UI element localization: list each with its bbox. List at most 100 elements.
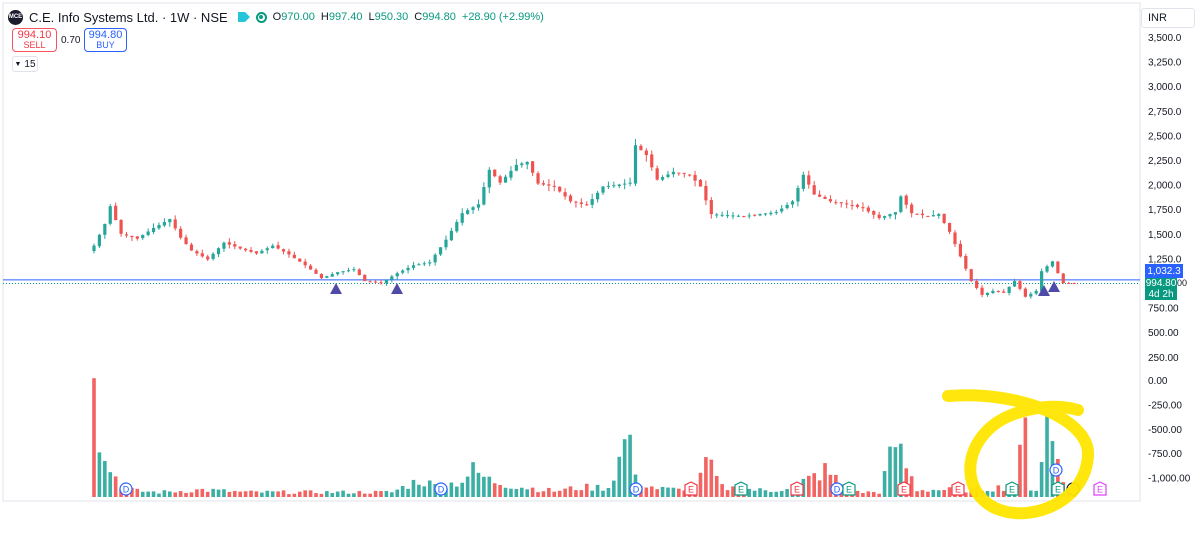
candle-body: [103, 223, 107, 235]
candle-body: [254, 251, 259, 254]
market-status-icon[interactable]: [255, 11, 267, 23]
candle-body: [352, 269, 356, 271]
volume-bar: [184, 492, 188, 497]
candle-body: [466, 210, 470, 214]
volume-bar: [936, 490, 941, 497]
candle-body: [1029, 293, 1033, 297]
symbol-title[interactable]: C.E. Info Systems Ltd. · 1W · NSE: [29, 9, 228, 25]
volume-bar: [476, 472, 481, 497]
candle-body: [108, 206, 112, 224]
candle-body: [368, 281, 372, 283]
candle-body: [790, 201, 795, 205]
candle-body: [742, 216, 746, 218]
volume-bar: [731, 486, 735, 497]
candle-body: [97, 234, 102, 247]
ohlc-low-key: L: [368, 11, 375, 23]
volume-bar: [449, 482, 454, 497]
volume-bar: [205, 491, 210, 497]
volume-bar: [400, 486, 405, 497]
volume-bar: [855, 490, 860, 497]
earnings-event-icon: [1093, 481, 1107, 496]
volume-bar: [341, 490, 345, 497]
volume-bar: [628, 434, 632, 497]
volume-bar: [866, 491, 871, 497]
volume-bar: [806, 475, 811, 497]
earnings-event-icon: [1005, 481, 1019, 496]
candle-body: [119, 220, 123, 234]
y-axis-tick-label: 2,500.0: [1148, 131, 1182, 142]
volume-bar: [222, 489, 226, 497]
volume-bar: [747, 488, 752, 497]
event-label: E: [955, 485, 961, 495]
volume-bar: [763, 490, 768, 497]
candle-body: [292, 254, 296, 259]
candle-body: [498, 176, 502, 183]
volume-bar: [498, 484, 502, 497]
candle-body: [595, 192, 600, 200]
candle-body: [460, 213, 464, 223]
candle-body: [552, 185, 556, 187]
volume-axis-tick-label: -750.00: [1148, 449, 1182, 460]
volume-bar: [1028, 490, 1033, 497]
volume-bar: [335, 491, 340, 497]
y-axis-tick-label: 1,750.0: [1148, 205, 1182, 216]
volume-bar: [920, 490, 925, 497]
volume-bar: [519, 487, 524, 497]
earnings-event-icon: [897, 481, 911, 496]
volume-bar: [97, 452, 102, 497]
interval-toggle[interactable]: ▼ 15: [12, 56, 38, 72]
candle-body: [476, 204, 481, 208]
candle-body: [319, 273, 324, 279]
dividend-event-icon: [629, 482, 643, 496]
candle-body: [926, 215, 930, 217]
volume-bar: [964, 492, 968, 497]
volume-bar: [270, 491, 275, 497]
event-label: E: [1009, 485, 1015, 495]
candle-body: [184, 237, 188, 245]
volume-bar: [140, 491, 145, 497]
volume-bar: [812, 473, 816, 497]
y-axis-tick-label: 750.00: [1148, 304, 1179, 315]
candle-body: [671, 171, 676, 175]
volume-bar: [536, 492, 540, 497]
event-label: E: [901, 485, 907, 495]
volume-bar: [752, 490, 757, 497]
volume-bar: [308, 490, 313, 497]
volume-bar: [774, 491, 779, 497]
candle-body: [384, 279, 389, 284]
candle-body: [195, 251, 199, 254]
event-label: E: [794, 485, 800, 495]
chevron-down-icon: ▼: [14, 60, 22, 68]
candle-body: [157, 224, 161, 229]
volume-bar: [655, 489, 659, 497]
volume-bar: [325, 491, 329, 497]
volume-bar: [1039, 462, 1044, 497]
candle-body: [947, 223, 952, 232]
volume-bar: [893, 447, 898, 497]
volume-bar: [330, 493, 335, 497]
volume-bar: [368, 493, 372, 497]
volume-bar: [861, 492, 865, 497]
volume-bar: [492, 483, 497, 497]
candle-body: [574, 201, 578, 203]
candle-body: [590, 199, 594, 205]
volume-bar: [238, 491, 243, 497]
candle-body: [395, 273, 399, 277]
triangle-marker-icon: [391, 283, 403, 294]
candle-body: [693, 174, 697, 181]
candle-body: [1056, 261, 1060, 274]
candle-body: [151, 227, 156, 233]
volume-bar: [406, 488, 410, 497]
buy-button[interactable]: 994.80 BUY: [84, 28, 127, 52]
volume-bar: [996, 485, 1001, 497]
volume-bar: [888, 446, 892, 497]
volume-bar: [758, 488, 762, 497]
candle-body: [688, 174, 692, 176]
candle-body: [633, 145, 638, 184]
sell-button[interactable]: 994.10 SELL: [12, 28, 57, 52]
currency-selector[interactable]: INR: [1141, 8, 1195, 28]
candle-body: [623, 183, 627, 185]
flag-icon[interactable]: [237, 12, 250, 22]
